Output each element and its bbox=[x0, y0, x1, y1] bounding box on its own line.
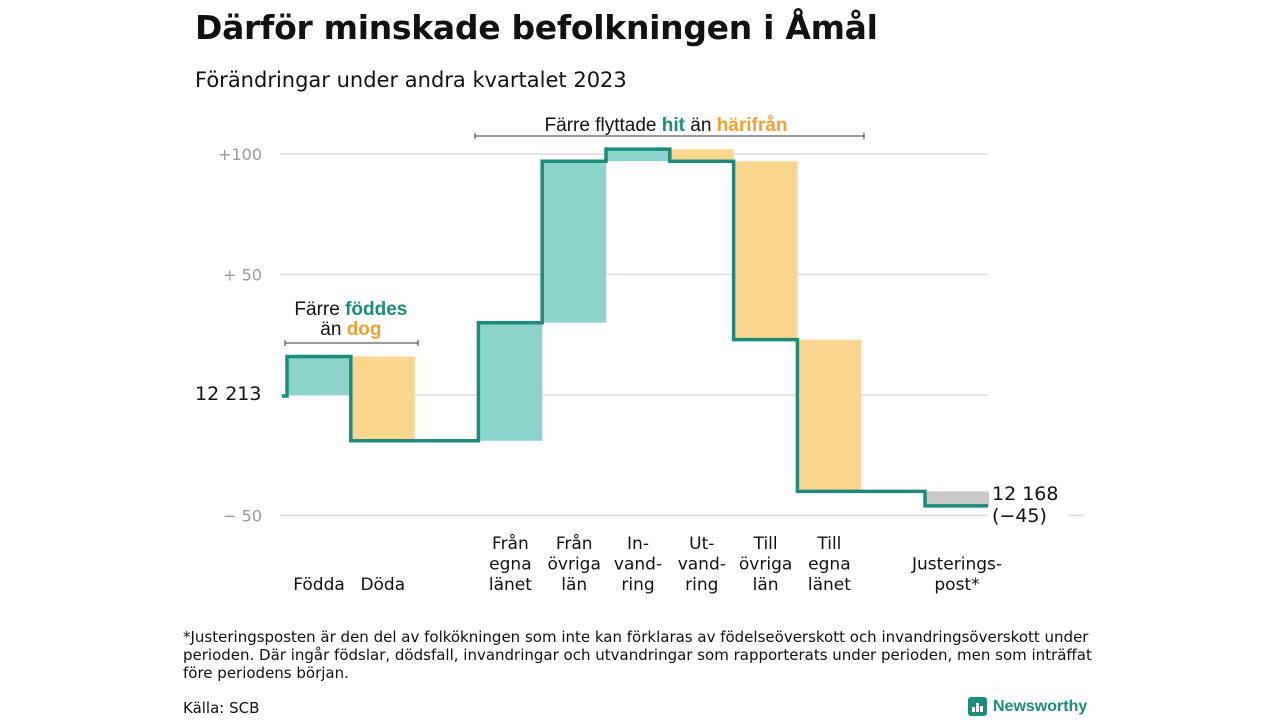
category-label: post* bbox=[934, 575, 979, 595]
bar-4 bbox=[606, 149, 670, 162]
step-line bbox=[282, 147, 988, 508]
category-label: övriga bbox=[739, 555, 792, 575]
annotation-births-line1: Färre föddes bbox=[294, 299, 407, 320]
category-label: ring bbox=[621, 575, 654, 595]
bar-3 bbox=[542, 161, 607, 323]
category-label: Till bbox=[816, 534, 841, 554]
chart-subtitle: Förändringar under andra kvartalet 2023 bbox=[195, 68, 627, 92]
category-label: Till bbox=[753, 534, 778, 554]
bar-6 bbox=[733, 161, 798, 340]
category-label: län bbox=[753, 575, 779, 595]
annotation-run: Färre bbox=[294, 299, 345, 320]
annotation-births-line2: än dog bbox=[320, 319, 381, 340]
category-label: län bbox=[561, 575, 587, 595]
bar-2 bbox=[478, 322, 543, 441]
newsworthy-logo: Newsworthy bbox=[968, 697, 1087, 716]
annotation-run: hit bbox=[662, 115, 686, 136]
category-label: vand- bbox=[614, 555, 662, 575]
category-label: Justerings- bbox=[911, 555, 1002, 575]
y-tick-label: +100 bbox=[218, 145, 262, 164]
y-tick-label: + 50 bbox=[223, 266, 262, 285]
category-label: länet bbox=[489, 575, 532, 595]
annotation-run: föddes bbox=[345, 299, 407, 320]
end-value-label: 12 168 bbox=[992, 483, 1058, 505]
annotation-run: än bbox=[320, 319, 346, 340]
annotation-run: än bbox=[685, 115, 717, 136]
category-label: Döda bbox=[360, 575, 405, 595]
source-label: Källa: SCB bbox=[183, 699, 260, 717]
start-value-label: 12 213 bbox=[195, 383, 261, 405]
category-label: länet bbox=[808, 575, 851, 595]
category-label: vand- bbox=[678, 555, 726, 575]
chart-title: Därför minskade befolkningen i Åmål bbox=[195, 8, 878, 47]
category-label: egna bbox=[489, 555, 531, 575]
bar-5 bbox=[669, 149, 734, 162]
bar-7 bbox=[797, 339, 862, 492]
footnote: *Justeringsposten är den del av folkökni… bbox=[183, 628, 1092, 682]
annotation-run: dog bbox=[347, 319, 382, 340]
category-label: egna bbox=[808, 555, 850, 575]
category-label: Födda bbox=[293, 575, 345, 595]
brand-name: Newsworthy bbox=[993, 697, 1088, 715]
y-tick-label: − 50 bbox=[223, 507, 262, 526]
bar-8 bbox=[925, 491, 989, 506]
annotation-run: härifrån bbox=[717, 115, 788, 136]
end-change-label: (−45) bbox=[992, 505, 1047, 527]
annotation-migration: Färre flyttade hit än härifrån bbox=[545, 115, 788, 136]
category-label: Ut- bbox=[689, 534, 714, 554]
bar-1 bbox=[350, 356, 415, 441]
bar-chart-icon bbox=[968, 697, 987, 716]
category-label: ring bbox=[685, 575, 718, 595]
category-label: Från bbox=[556, 533, 593, 554]
category-label: Från bbox=[492, 533, 529, 554]
waterfall-chart: +100 + 50 − 50 12 213 12 168(−45) Födda Döda Fr… bbox=[195, 115, 1085, 595]
annotation-run: Färre flyttade bbox=[545, 115, 662, 136]
bar-0 bbox=[287, 356, 351, 395]
category-label: övriga bbox=[548, 555, 601, 575]
category-label: In- bbox=[627, 534, 649, 554]
